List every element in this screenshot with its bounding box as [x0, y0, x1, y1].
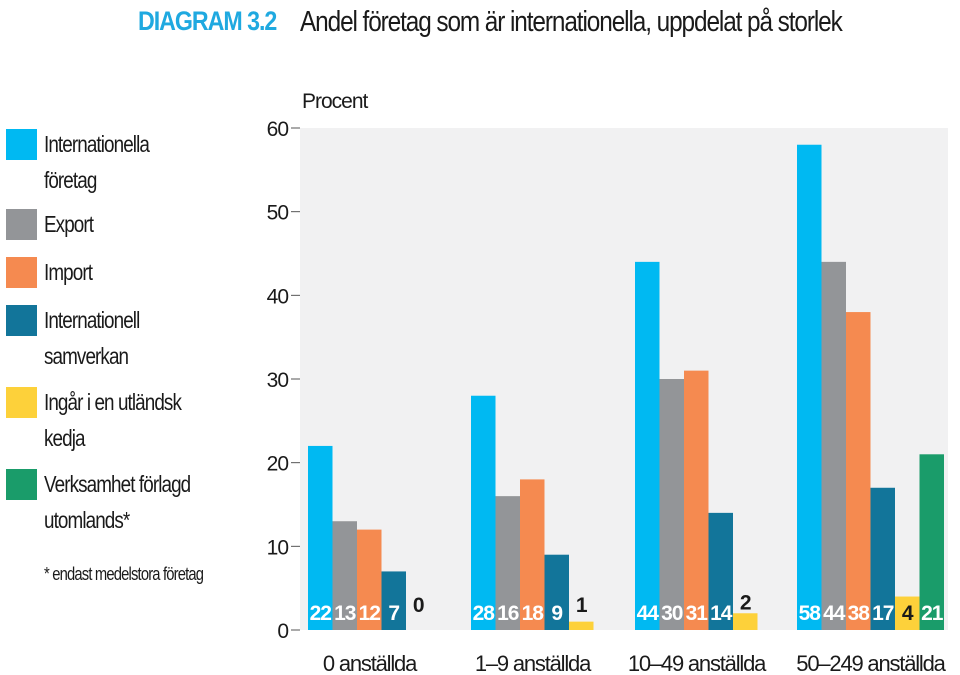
- bar: [357, 529, 382, 630]
- data-label: 28: [473, 602, 496, 625]
- data-label: 12: [359, 602, 381, 625]
- bar: [733, 613, 758, 630]
- legend-swatch: [6, 469, 37, 500]
- data-label: 18: [522, 602, 545, 625]
- x-tick-label: 10–49 anställda: [628, 651, 767, 675]
- data-label: 9: [551, 602, 562, 625]
- bar: [870, 487, 895, 630]
- legend-label: Verksamhet förlagd utomlands*: [44, 471, 191, 533]
- y-tick-label: 30: [267, 369, 289, 392]
- data-label: 16: [497, 602, 519, 625]
- x-tick-label: 0 anställda: [323, 651, 418, 675]
- legend-label: Internationella företag: [44, 131, 150, 193]
- legend-label: Import: [44, 259, 93, 285]
- bar: [544, 554, 569, 630]
- diagram-number: DIAGRAM 3.2: [138, 6, 277, 36]
- data-label: 44: [637, 602, 660, 625]
- bar: [332, 521, 357, 630]
- x-tick-label: 1–9 anställda: [475, 651, 592, 675]
- legend-swatch: [6, 129, 37, 160]
- legend-note: * endast medelstora företag: [44, 564, 204, 584]
- data-label: 21: [921, 602, 944, 625]
- bar: [919, 454, 944, 630]
- y-tick-label: 50: [267, 202, 289, 225]
- bar: [635, 261, 660, 630]
- legend-label: Ingår i en utländsk kedja: [44, 389, 182, 451]
- y-tick-label: 0: [277, 620, 288, 643]
- legend-label: Export: [44, 211, 94, 237]
- data-label: 44: [823, 602, 846, 625]
- y-tick-label: 60: [267, 118, 289, 141]
- legend-swatch: [6, 387, 37, 418]
- legend-swatch: [6, 305, 37, 336]
- data-label: 14: [710, 602, 733, 625]
- data-label: 58: [799, 602, 822, 625]
- bar: [797, 144, 822, 630]
- y-tick-label: 20: [267, 453, 289, 476]
- bar: [708, 512, 733, 630]
- data-label: 2: [740, 591, 751, 614]
- bar: [821, 261, 846, 630]
- legend-label: Internationell samverkan: [44, 307, 140, 369]
- y-tick-label: 40: [267, 285, 289, 308]
- bar: [569, 621, 594, 630]
- x-tick-label: 50–249 anställda: [796, 651, 946, 675]
- figure-header: DIAGRAM 3.2 Andel företag som är interna…: [138, 6, 843, 38]
- data-label: 38: [848, 602, 871, 625]
- bar: [308, 445, 333, 630]
- bar: [495, 496, 520, 630]
- data-label: 4: [902, 602, 914, 625]
- data-label: 13: [334, 602, 356, 625]
- data-label: 17: [872, 602, 894, 625]
- data-label: 30: [661, 602, 683, 625]
- diagram-title: Andel företag som är internationella, up…: [300, 6, 843, 38]
- bar: [659, 379, 684, 630]
- bar: [846, 312, 871, 630]
- bar: [381, 571, 406, 630]
- data-label: 31: [686, 602, 709, 625]
- y-tick-label: 10: [267, 536, 289, 559]
- bar: [684, 370, 709, 630]
- legend-swatch: [6, 209, 37, 240]
- legend-swatch: [6, 257, 37, 288]
- bar: [520, 479, 545, 630]
- bar: [471, 395, 496, 630]
- y-axis-label: Procent: [302, 90, 369, 113]
- bar: [895, 596, 920, 630]
- data-label: 7: [388, 602, 399, 625]
- data-label: 1: [576, 594, 588, 617]
- data-label: 22: [310, 602, 332, 625]
- data-label: 0: [413, 594, 424, 617]
